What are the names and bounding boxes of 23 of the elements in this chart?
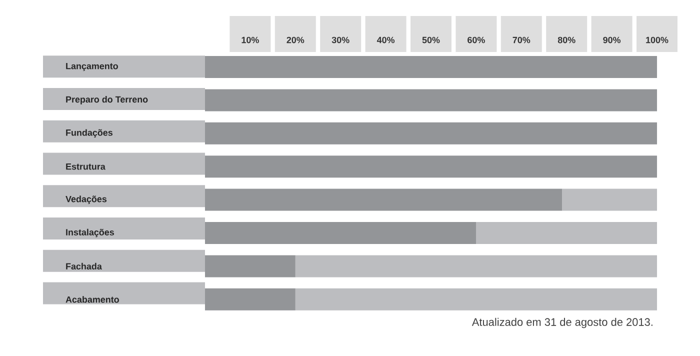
y-tick-label: Vedações	[66, 196, 107, 204]
text: Atualizado em 31 de agosto de 2013.	[472, 318, 652, 328]
bar	[562, 188, 658, 211]
y-tick-label: Preparo do Terreno	[66, 96, 148, 104]
x-tick-label: 40%	[376, 36, 395, 44]
y-tick-label: Fundações	[66, 129, 112, 138]
x-tick-label: 90%	[603, 36, 621, 44]
bar	[295, 288, 658, 310]
y-tick-label: Fachada	[66, 262, 102, 270]
x-tick-label: 10%	[242, 36, 259, 44]
y-tick-label: Instalações	[66, 228, 114, 238]
x-tick-label: 80%	[558, 36, 576, 44]
x-tick-label: 50%	[422, 36, 440, 44]
y-tick-label: Lançamento	[66, 62, 118, 72]
x-tick-label: 20%	[286, 36, 304, 44]
x-tick-label: 100%	[646, 36, 668, 44]
y-tick-label: Estrutura	[66, 163, 106, 170]
x-tick-label: 70%	[512, 36, 530, 44]
x-tick-label: 30%	[332, 36, 350, 44]
x-tick-label: 60%	[468, 36, 485, 44]
bar	[476, 222, 658, 244]
y-tick-label: Acabamento	[66, 296, 119, 303]
bar	[295, 255, 658, 278]
